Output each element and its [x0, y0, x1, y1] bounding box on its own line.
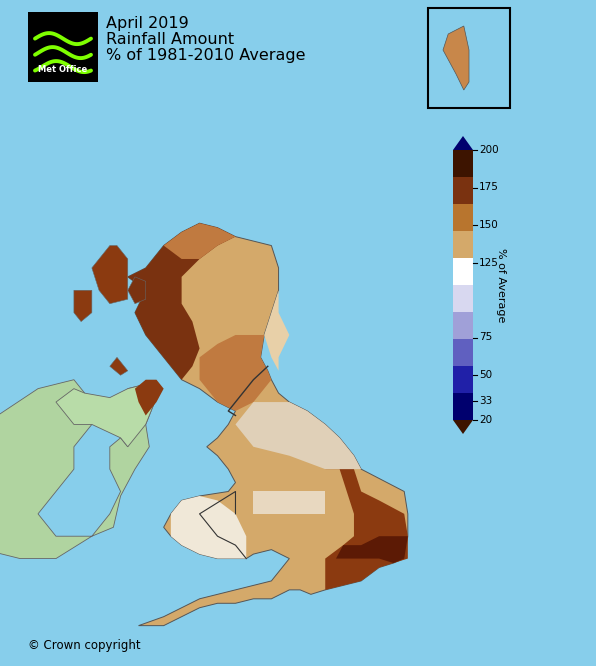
Text: © Crown copyright: © Crown copyright [28, 639, 141, 652]
Polygon shape [110, 358, 128, 375]
Polygon shape [135, 380, 164, 416]
Text: 20: 20 [479, 415, 492, 425]
Text: 75: 75 [479, 332, 492, 342]
Text: 50: 50 [479, 370, 492, 380]
Polygon shape [253, 492, 325, 514]
Text: Met Office: Met Office [38, 65, 88, 74]
Polygon shape [336, 536, 408, 563]
Text: 200: 200 [479, 145, 499, 155]
Polygon shape [453, 339, 473, 366]
Polygon shape [128, 223, 235, 380]
Polygon shape [453, 258, 473, 285]
Polygon shape [453, 150, 473, 177]
Polygon shape [325, 456, 408, 590]
Text: 33: 33 [479, 396, 492, 406]
Polygon shape [56, 384, 157, 447]
Text: % of 1981-2010 Average: % of 1981-2010 Average [106, 48, 306, 63]
Text: April 2019: April 2019 [106, 16, 189, 31]
Polygon shape [453, 204, 473, 231]
Polygon shape [200, 335, 271, 411]
Polygon shape [74, 290, 92, 322]
Polygon shape [128, 277, 145, 304]
Polygon shape [453, 393, 473, 420]
Text: 175: 175 [479, 182, 499, 192]
Text: 125: 125 [479, 258, 499, 268]
Polygon shape [128, 223, 408, 625]
Polygon shape [92, 246, 128, 304]
Polygon shape [453, 420, 473, 434]
Polygon shape [453, 177, 473, 204]
Bar [428, 8, 510, 108]
Text: 150: 150 [479, 220, 499, 230]
Polygon shape [453, 366, 473, 393]
Text: % of Average: % of Average [496, 248, 506, 322]
Polygon shape [453, 231, 473, 258]
Bar [28, 12, 98, 82]
Polygon shape [0, 380, 157, 559]
Polygon shape [164, 223, 235, 259]
Polygon shape [171, 496, 246, 559]
Polygon shape [235, 402, 361, 469]
Polygon shape [443, 26, 469, 90]
Polygon shape [264, 290, 289, 371]
Text: Rainfall Amount: Rainfall Amount [106, 32, 234, 47]
Polygon shape [453, 312, 473, 339]
Polygon shape [453, 285, 473, 312]
Polygon shape [453, 136, 473, 150]
